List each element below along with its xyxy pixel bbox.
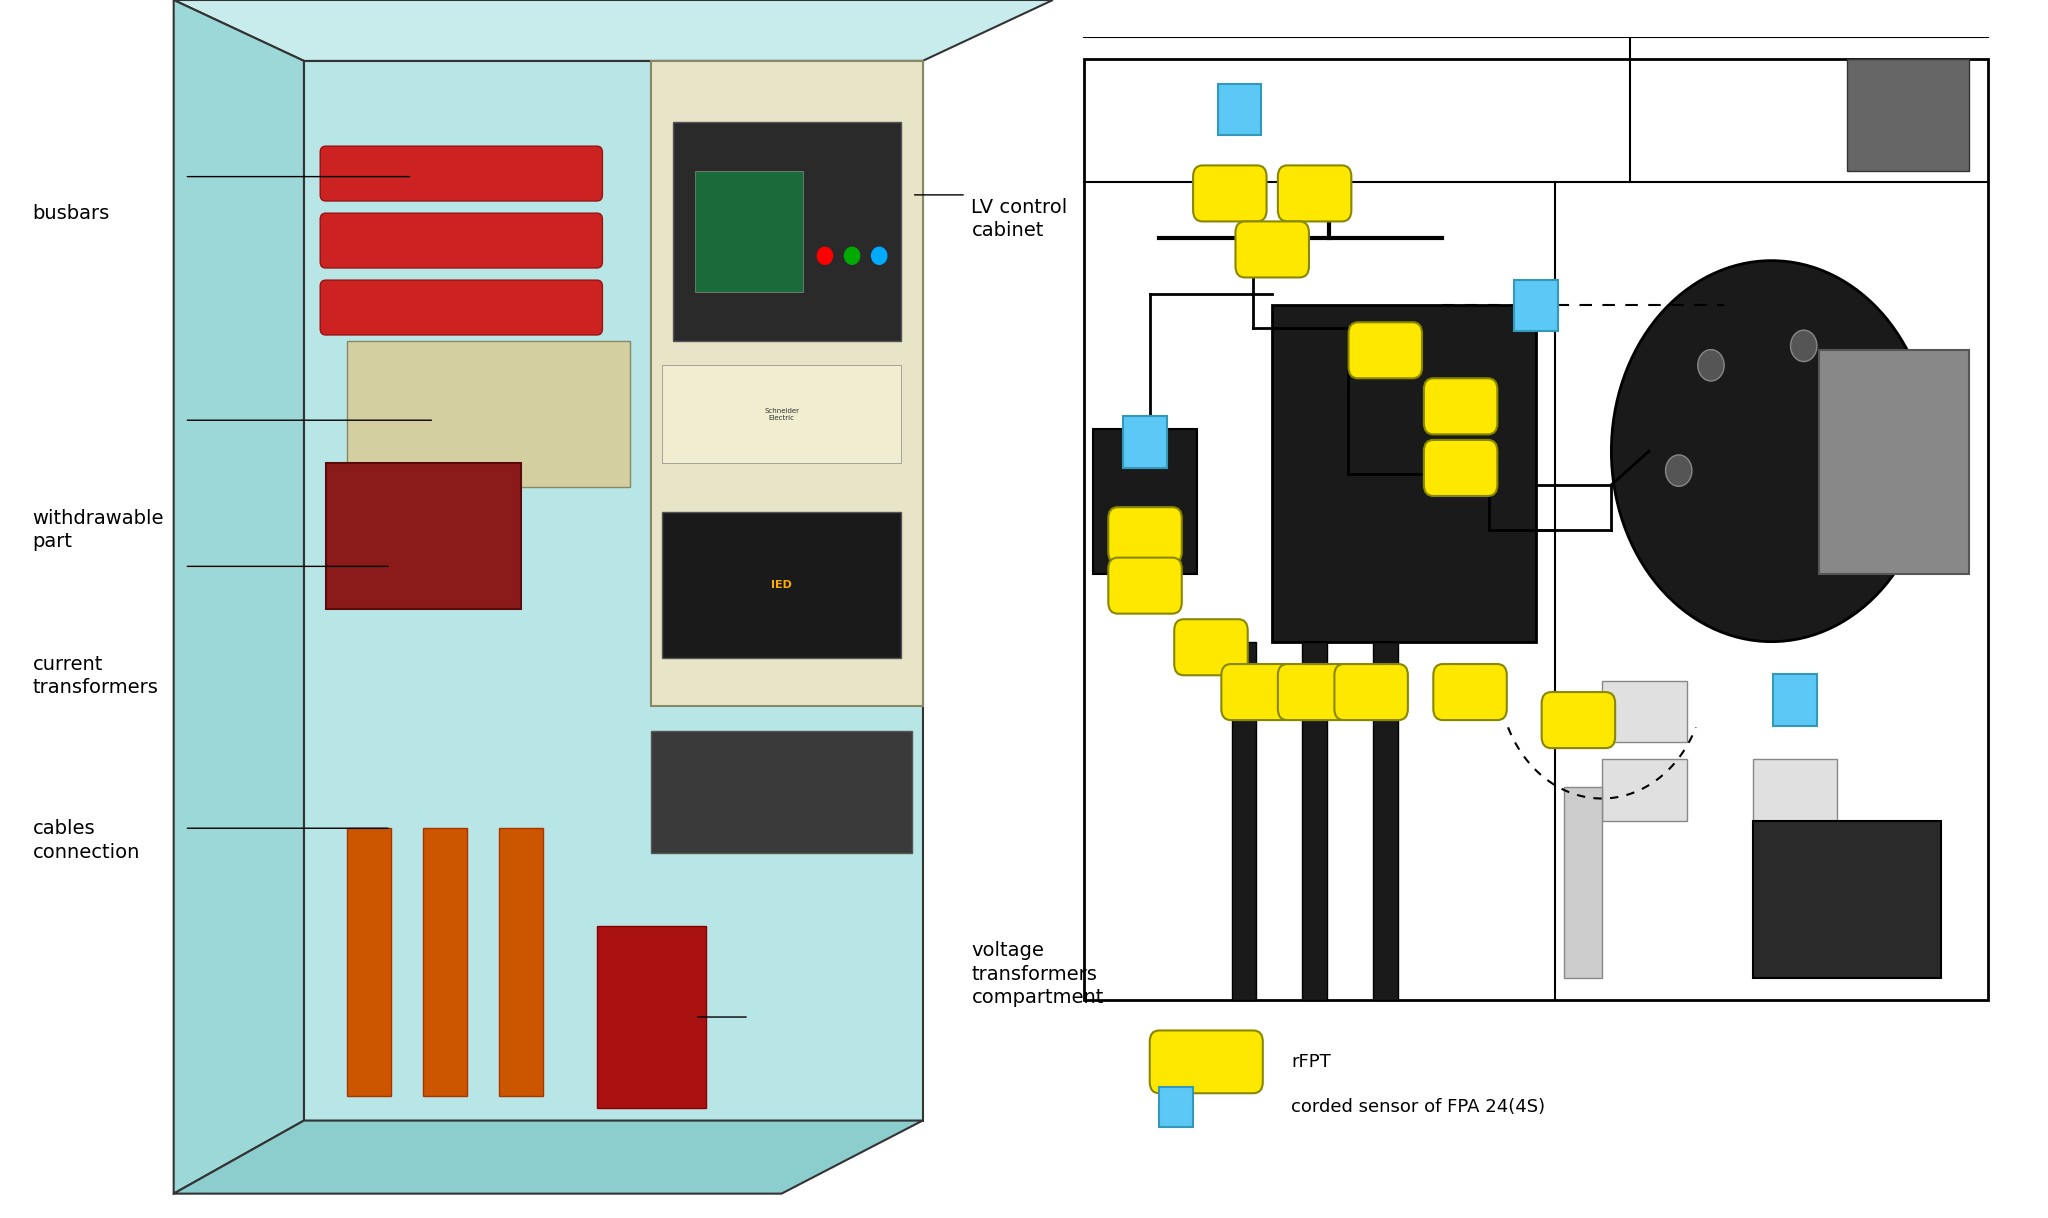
FancyBboxPatch shape [651,731,911,853]
FancyBboxPatch shape [1159,1086,1194,1127]
FancyBboxPatch shape [1753,821,1942,978]
FancyBboxPatch shape [1602,759,1688,821]
FancyBboxPatch shape [662,512,901,658]
Text: corded sensor of FPA 24(4S): corded sensor of FPA 24(4S) [1290,1097,1544,1116]
FancyBboxPatch shape [662,365,901,463]
Circle shape [1698,350,1724,381]
FancyBboxPatch shape [1542,692,1616,748]
FancyBboxPatch shape [1278,664,1352,720]
FancyBboxPatch shape [319,280,602,335]
FancyBboxPatch shape [1219,84,1262,135]
Circle shape [1612,261,1931,642]
Text: cables
connection: cables connection [33,820,139,861]
FancyBboxPatch shape [319,146,602,201]
FancyBboxPatch shape [694,171,803,292]
Text: IED: IED [772,580,793,590]
FancyBboxPatch shape [1423,440,1497,496]
FancyBboxPatch shape [1602,681,1688,743]
FancyBboxPatch shape [1335,664,1407,720]
FancyBboxPatch shape [1149,1030,1264,1094]
FancyBboxPatch shape [674,122,901,341]
FancyBboxPatch shape [1272,306,1536,642]
FancyBboxPatch shape [1108,507,1182,563]
Text: busbars: busbars [33,203,111,223]
Polygon shape [303,61,922,1121]
Circle shape [817,247,834,264]
FancyBboxPatch shape [1194,166,1266,222]
FancyBboxPatch shape [348,341,629,487]
FancyBboxPatch shape [598,926,705,1108]
FancyBboxPatch shape [1348,323,1421,379]
FancyBboxPatch shape [1847,58,1970,171]
FancyBboxPatch shape [1303,642,1327,1000]
Circle shape [872,247,887,264]
Polygon shape [174,0,303,1194]
Text: LV control
cabinet: LV control cabinet [971,199,1067,240]
Text: Schneider
Electric: Schneider Electric [764,408,799,420]
Text: rFPT: rFPT [1290,1052,1331,1071]
Text: withdrawable
part: withdrawable part [33,509,164,551]
FancyBboxPatch shape [1372,642,1397,1000]
Circle shape [1790,330,1817,362]
FancyBboxPatch shape [1124,417,1167,468]
FancyBboxPatch shape [1094,429,1196,575]
Polygon shape [651,61,922,706]
FancyBboxPatch shape [1434,664,1507,720]
FancyBboxPatch shape [1278,166,1352,222]
FancyBboxPatch shape [326,463,520,609]
FancyBboxPatch shape [1565,787,1602,978]
FancyBboxPatch shape [348,828,391,1096]
FancyBboxPatch shape [1753,759,1837,821]
FancyBboxPatch shape [1231,642,1255,1000]
Circle shape [1665,454,1692,486]
FancyBboxPatch shape [1221,664,1294,720]
FancyBboxPatch shape [500,828,543,1096]
Circle shape [844,247,860,264]
FancyBboxPatch shape [319,213,602,268]
Polygon shape [174,0,1053,61]
FancyBboxPatch shape [424,828,467,1096]
FancyBboxPatch shape [1774,674,1817,726]
FancyBboxPatch shape [1235,222,1309,278]
Text: voltage
transformers
compartment: voltage transformers compartment [971,942,1104,1007]
FancyBboxPatch shape [1819,351,1970,575]
FancyBboxPatch shape [1174,619,1247,675]
FancyBboxPatch shape [1423,379,1497,435]
FancyBboxPatch shape [1513,280,1559,331]
Polygon shape [174,1121,922,1194]
Text: current
transformers: current transformers [33,655,158,697]
FancyBboxPatch shape [1108,558,1182,614]
